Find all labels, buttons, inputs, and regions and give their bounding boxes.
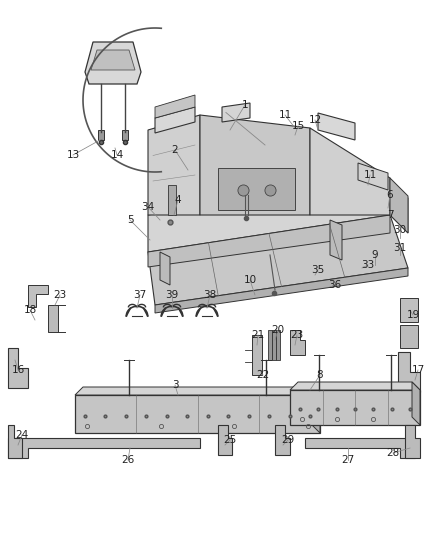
Text: 30: 30 xyxy=(393,225,406,235)
Text: 22: 22 xyxy=(256,370,270,380)
Text: 8: 8 xyxy=(317,370,323,380)
Polygon shape xyxy=(148,178,390,252)
Polygon shape xyxy=(168,185,176,215)
Polygon shape xyxy=(272,330,276,360)
Text: 21: 21 xyxy=(251,330,265,340)
Text: 28: 28 xyxy=(386,448,399,458)
Polygon shape xyxy=(155,95,195,118)
Polygon shape xyxy=(252,335,262,375)
Polygon shape xyxy=(155,268,408,313)
Polygon shape xyxy=(75,387,320,395)
Text: 31: 31 xyxy=(393,243,406,253)
Text: 15: 15 xyxy=(291,121,304,131)
Text: 14: 14 xyxy=(110,150,124,160)
Polygon shape xyxy=(48,305,58,332)
Polygon shape xyxy=(290,390,420,425)
Polygon shape xyxy=(148,215,408,305)
Polygon shape xyxy=(8,425,22,458)
Text: 23: 23 xyxy=(290,330,304,340)
Text: 13: 13 xyxy=(67,150,80,160)
Polygon shape xyxy=(390,178,408,233)
Text: 9: 9 xyxy=(372,250,378,260)
Text: 39: 39 xyxy=(166,290,179,300)
Polygon shape xyxy=(98,130,104,140)
Polygon shape xyxy=(268,330,272,360)
Text: 16: 16 xyxy=(11,365,25,375)
Polygon shape xyxy=(305,438,415,458)
Polygon shape xyxy=(148,215,390,267)
Polygon shape xyxy=(412,382,420,425)
Polygon shape xyxy=(388,178,408,233)
Polygon shape xyxy=(155,107,195,133)
Text: 11: 11 xyxy=(279,110,292,120)
Polygon shape xyxy=(28,285,48,307)
Text: 37: 37 xyxy=(134,290,147,300)
Polygon shape xyxy=(222,103,250,122)
Polygon shape xyxy=(310,128,390,215)
Text: 11: 11 xyxy=(364,170,377,180)
Polygon shape xyxy=(276,330,280,360)
Polygon shape xyxy=(400,325,418,348)
Text: 35: 35 xyxy=(311,265,325,275)
Polygon shape xyxy=(160,252,170,285)
Polygon shape xyxy=(218,168,295,210)
Polygon shape xyxy=(91,50,135,70)
Text: 25: 25 xyxy=(223,435,237,445)
Text: 36: 36 xyxy=(328,280,342,290)
Polygon shape xyxy=(275,425,290,455)
Polygon shape xyxy=(398,352,420,392)
Text: 18: 18 xyxy=(23,305,37,315)
Text: 19: 19 xyxy=(406,310,420,320)
Text: 1: 1 xyxy=(242,100,248,110)
Text: 23: 23 xyxy=(53,290,67,300)
Text: 3: 3 xyxy=(172,380,178,390)
Text: 29: 29 xyxy=(281,435,295,445)
Polygon shape xyxy=(358,163,388,190)
Polygon shape xyxy=(122,130,128,140)
Polygon shape xyxy=(312,387,320,433)
Polygon shape xyxy=(200,115,310,215)
Text: 2: 2 xyxy=(172,145,178,155)
Text: 17: 17 xyxy=(411,365,424,375)
Polygon shape xyxy=(400,298,418,322)
Polygon shape xyxy=(85,42,141,84)
Text: 38: 38 xyxy=(203,290,217,300)
Polygon shape xyxy=(8,348,28,388)
Text: 20: 20 xyxy=(272,325,285,335)
Text: 10: 10 xyxy=(244,275,257,285)
Text: 5: 5 xyxy=(127,215,133,225)
Text: 34: 34 xyxy=(141,202,155,212)
Polygon shape xyxy=(330,220,342,260)
Polygon shape xyxy=(218,425,232,455)
Polygon shape xyxy=(148,115,200,215)
Text: 26: 26 xyxy=(121,455,134,465)
Polygon shape xyxy=(290,330,305,355)
Text: 7: 7 xyxy=(387,210,393,220)
Text: 27: 27 xyxy=(341,455,355,465)
Polygon shape xyxy=(290,382,420,390)
Polygon shape xyxy=(75,395,320,433)
Text: 4: 4 xyxy=(175,195,181,205)
Text: 12: 12 xyxy=(308,115,321,125)
Polygon shape xyxy=(8,438,200,458)
Text: 33: 33 xyxy=(361,260,374,270)
Text: 24: 24 xyxy=(15,430,28,440)
Text: 6: 6 xyxy=(387,190,393,200)
Polygon shape xyxy=(405,425,420,458)
Polygon shape xyxy=(318,113,355,140)
